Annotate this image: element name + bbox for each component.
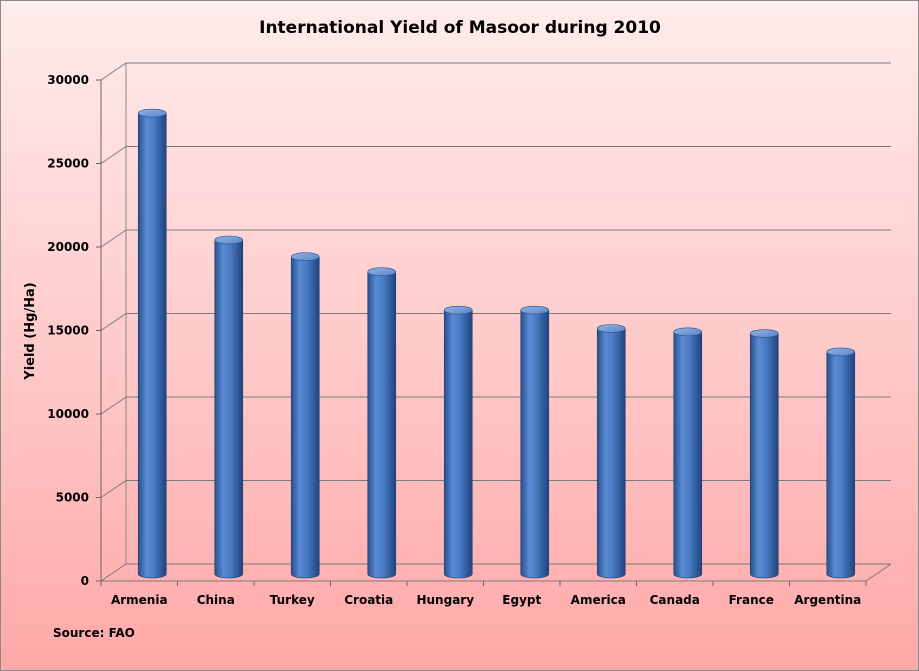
bar-top: [749, 329, 779, 338]
bar: [367, 267, 397, 579]
x-tick-label: Armenia: [111, 593, 168, 607]
bar-top: [673, 327, 703, 337]
x-tick-label: Turkey: [270, 593, 315, 607]
bar-top: [290, 252, 320, 261]
bar-top: [826, 347, 856, 357]
gridline-side: [100, 396, 127, 415]
bar-top: [443, 305, 473, 315]
bar-body: [596, 328, 626, 579]
bar: [214, 235, 244, 579]
gridline-side: [100, 146, 127, 164]
x-tick-label: Hungary: [416, 593, 474, 607]
x-tick-label: America: [571, 593, 626, 607]
bar-body: [826, 351, 856, 579]
bar-top: [367, 267, 397, 277]
y-tick-label: 30000: [47, 73, 89, 87]
gridline-side: [100, 563, 127, 582]
bar-body: [290, 256, 320, 579]
x-tick-label: France: [729, 593, 774, 607]
bar-body: [367, 271, 397, 579]
bar: [520, 305, 550, 579]
x-tick-label: China: [197, 593, 235, 607]
bar: [137, 108, 167, 579]
gridline-side: [100, 313, 127, 331]
gridlines: [100, 62, 891, 582]
y-tick-label: 25000: [47, 157, 89, 171]
bar: [826, 347, 856, 579]
gridline-side: [100, 229, 127, 248]
gridline-side: [100, 62, 127, 81]
y-tick-label: 15000: [47, 324, 89, 338]
bar: [443, 305, 473, 579]
bar-top: [137, 108, 167, 118]
x-tick-label: Canada: [650, 593, 700, 607]
gridline-side: [100, 480, 127, 498]
bar-top: [596, 324, 626, 333]
y-tick-label: 10000: [47, 407, 89, 421]
bar: [596, 324, 626, 579]
bar: [673, 327, 703, 579]
y-tick-labels: 0 5000 10000 15000 20000 25000 30000: [47, 73, 89, 588]
floor-right-edge: [865, 563, 892, 582]
source-note: Source: FAO: [53, 626, 135, 640]
y-tick-label: 0: [81, 574, 89, 588]
bar: [290, 252, 320, 579]
x-tick-label: Egypt: [502, 593, 541, 607]
bar-body: [214, 239, 244, 579]
axes: [96, 79, 892, 586]
x-tick-label: Croatia: [344, 593, 393, 607]
bar-body: [520, 309, 550, 579]
bars: [137, 108, 856, 579]
y-axis-label: Yield (Hg/Ha): [23, 282, 38, 380]
bar-body: [443, 309, 473, 579]
bar-body: [673, 331, 703, 579]
bar-top: [214, 235, 244, 245]
bar-top: [520, 305, 550, 315]
x-tick-label: Argentina: [794, 593, 861, 607]
bar-body: [137, 112, 167, 579]
x-tick-labels: Armenia China Turkey Croatia Hungary Egypt Ame…: [111, 593, 861, 607]
y-tick-label: 20000: [47, 240, 89, 254]
bar-body: [749, 333, 779, 579]
y-tick-label: 5000: [56, 491, 89, 505]
chart-title: International Yield of Masoor during 201…: [259, 18, 661, 38]
bar: [749, 329, 779, 579]
